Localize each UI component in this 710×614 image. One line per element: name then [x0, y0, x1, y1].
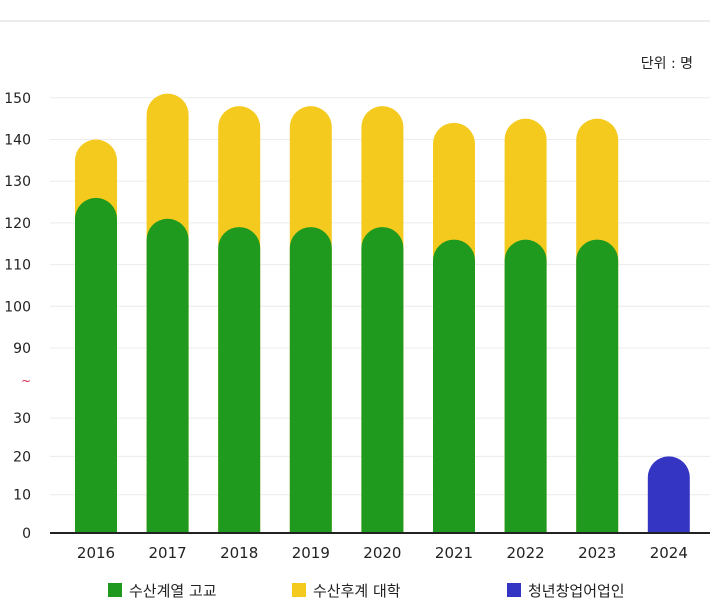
y-tick-label: 120 [4, 216, 31, 232]
x-tick-label: 2020 [363, 544, 401, 562]
bar-2016-series-0 [75, 197, 117, 533]
bar-2023-series-0 [576, 239, 619, 533]
x-tick-label: 2017 [149, 544, 187, 562]
bar-2018-series-0 [218, 227, 261, 533]
x-tick-label: 2018 [220, 544, 258, 562]
y-tick-label: 90 [13, 341, 31, 357]
x-tick-label: 2024 [650, 544, 688, 562]
y-tick-label: 140 [4, 133, 31, 149]
bar-2021-series-0 [433, 239, 475, 533]
x-tick-label: 2019 [292, 544, 330, 562]
y-tick-label: 130 [4, 174, 31, 190]
x-tick-label: 2021 [435, 544, 473, 562]
y-tick-label: 10 [13, 488, 31, 504]
y-tick-label: 20 [13, 449, 31, 465]
y-tick-label: 0 [22, 526, 31, 542]
legend: 수산계열 고교 수산후계 대학 청년창업어업인 [108, 582, 625, 600]
legend-swatch-0 [108, 583, 122, 597]
bar-2024-series-2 [647, 456, 690, 533]
x-tick-label: 2022 [507, 544, 545, 562]
axis-break-mark: ~ [21, 374, 31, 388]
legend-label-0: 수산계열 고교 [129, 582, 217, 600]
y-tick-label: 110 [4, 258, 31, 274]
legend-label-1: 수산후계 대학 [313, 582, 401, 600]
x-axis-labels: 2016 2017 2018 2019 2020 2021 2022 2023 2024 [77, 544, 688, 562]
bars [75, 93, 690, 534]
unit-label: 단위 : 명 [641, 56, 693, 72]
y-tick-label: 100 [4, 299, 31, 315]
bar-2020-series-0 [361, 227, 404, 533]
legend-swatch-1 [292, 583, 306, 597]
x-tick-label: 2016 [77, 544, 115, 562]
y-tick-label: 30 [13, 411, 31, 427]
y-tick-label: 150 [4, 91, 31, 107]
x-tick-label: 2023 [578, 544, 616, 562]
bar-2019-series-0 [289, 227, 332, 533]
legend-label-2: 청년창업어업인 [528, 582, 625, 600]
bar-2017-series-0 [146, 218, 189, 534]
legend-swatch-2 [507, 583, 521, 597]
bar-2022-series-0 [504, 239, 547, 533]
